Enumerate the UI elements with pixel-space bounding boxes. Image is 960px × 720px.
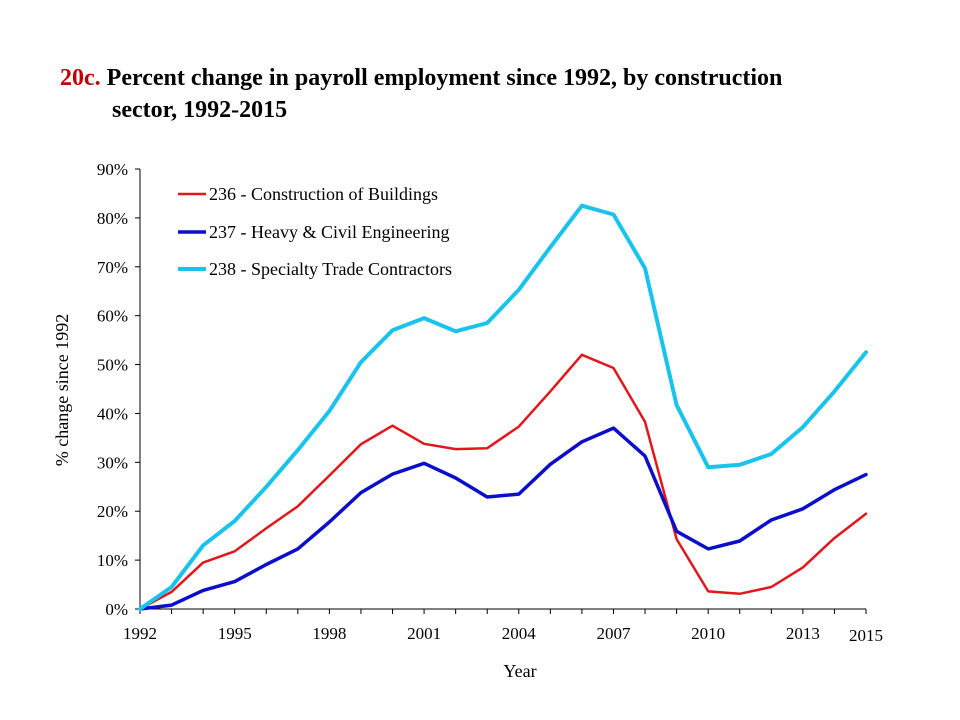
x-tick-label: 2007: [596, 624, 631, 643]
x-tick-label: 1998: [312, 624, 346, 643]
y-tick-label: 50%: [97, 356, 128, 375]
series-lines: [138, 203, 868, 611]
legend-label: 236 - Construction of Buildings: [209, 184, 438, 204]
series-line-1: [138, 353, 868, 611]
y-tick-label: 40%: [97, 404, 128, 423]
y-tick-label: 90%: [97, 160, 128, 179]
x-tick-label: 1992: [123, 624, 157, 643]
x-tick-label: 2004: [502, 624, 537, 643]
y-tick-label: 80%: [97, 209, 128, 228]
series-line-3: [138, 203, 868, 611]
y-tick-label: 60%: [97, 307, 128, 326]
y-tick-label: 30%: [97, 453, 128, 472]
legend-label: 237 - Heavy & Civil Engineering: [209, 222, 449, 242]
x-tick-label: 2013: [786, 624, 820, 643]
x-tick-label: 2010: [691, 624, 725, 643]
y-axis-title: % change since 1992: [52, 314, 72, 466]
x-tick-label: 2015: [849, 626, 883, 645]
chart-title: 20c. Percent change in payroll employment…: [60, 62, 920, 126]
x-axis-title: Year: [503, 661, 536, 681]
chart-title-line-2: sector, 1992-2015: [112, 97, 288, 123]
x-tick-label: 1995: [218, 624, 252, 643]
y-tick-label: 10%: [97, 551, 128, 570]
chart-title-line-1: 20c. Percent change in payroll employment…: [60, 62, 920, 94]
x-tick-label: 2001: [407, 624, 441, 643]
axis-labels: Year % change since 1992: [52, 314, 537, 681]
series-line-2: [138, 426, 868, 611]
y-tick-label: 0%: [105, 600, 128, 619]
y-tick-label: 20%: [97, 502, 128, 521]
y-tick-label: 70%: [97, 258, 128, 277]
chart-title-text: Percent change in payroll employment sin…: [106, 65, 783, 91]
legend: 236 - Construction of Buildings 237 - Hea…: [178, 184, 452, 279]
axes: 0% 10% 20% 30% 40% 50% 60% 70% 80% 90% 1992 1995 199…: [97, 160, 883, 645]
chart-number: 20c.: [60, 65, 101, 91]
legend-label: 238 - Specialty Trade Contractors: [209, 259, 452, 279]
